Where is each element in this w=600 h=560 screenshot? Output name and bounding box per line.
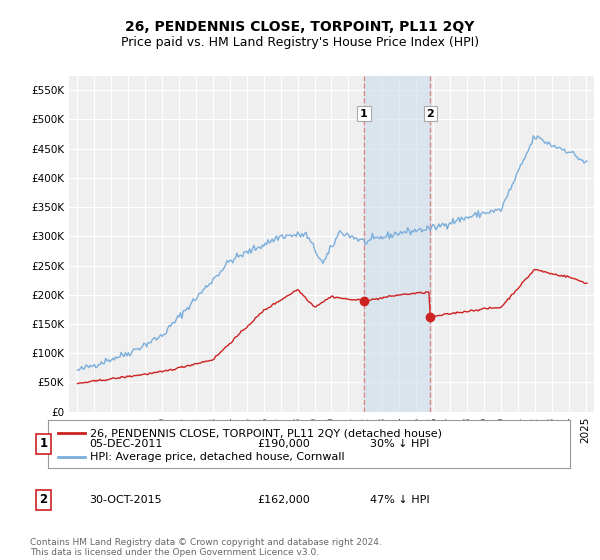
- Text: 30-OCT-2015: 30-OCT-2015: [89, 495, 162, 505]
- Text: 26, PENDENNIS CLOSE, TORPOINT, PL11 2QY (detached house): 26, PENDENNIS CLOSE, TORPOINT, PL11 2QY …: [90, 428, 442, 438]
- Text: £190,000: £190,000: [257, 439, 310, 449]
- Text: Contains HM Land Registry data © Crown copyright and database right 2024.
This d: Contains HM Land Registry data © Crown c…: [30, 538, 382, 557]
- Text: £162,000: £162,000: [257, 495, 310, 505]
- Text: 26, PENDENNIS CLOSE, TORPOINT, PL11 2QY: 26, PENDENNIS CLOSE, TORPOINT, PL11 2QY: [125, 20, 475, 34]
- Text: 2: 2: [40, 493, 47, 506]
- Text: 1: 1: [40, 437, 47, 450]
- Text: HPI: Average price, detached house, Cornwall: HPI: Average price, detached house, Corn…: [90, 452, 344, 462]
- Text: 30% ↓ HPI: 30% ↓ HPI: [370, 439, 430, 449]
- Text: 47% ↓ HPI: 47% ↓ HPI: [370, 495, 430, 505]
- Text: 05-DEC-2011: 05-DEC-2011: [89, 439, 163, 449]
- Text: 2: 2: [427, 109, 434, 119]
- Text: 1: 1: [360, 109, 368, 119]
- Bar: [364, 76, 430, 412]
- Text: Price paid vs. HM Land Registry's House Price Index (HPI): Price paid vs. HM Land Registry's House …: [121, 36, 479, 49]
